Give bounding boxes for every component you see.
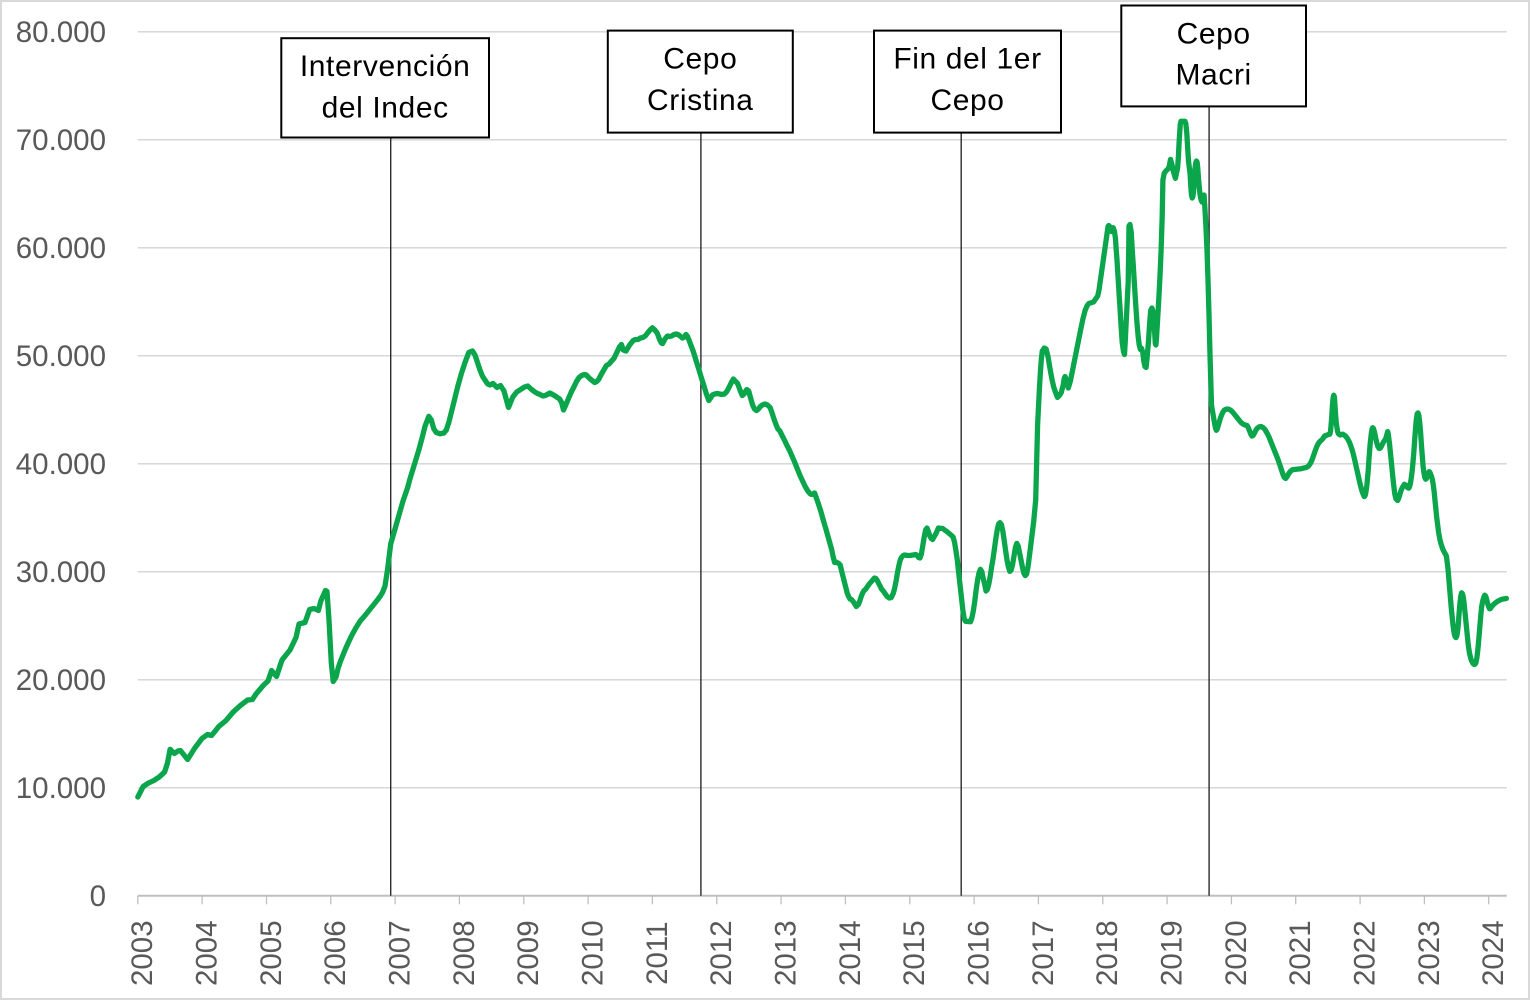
svg-text:2015: 2015 [898, 920, 931, 986]
svg-text:2008: 2008 [448, 920, 481, 986]
svg-text:Macri: Macri [1175, 59, 1251, 92]
svg-text:Cepo: Cepo [1177, 18, 1251, 51]
svg-text:2006: 2006 [319, 920, 352, 986]
svg-text:2020: 2020 [1220, 920, 1253, 986]
svg-text:2017: 2017 [1027, 920, 1060, 986]
svg-text:2009: 2009 [512, 920, 545, 986]
svg-text:Cristina: Cristina [647, 84, 754, 117]
svg-text:Cepo: Cepo [663, 43, 737, 76]
svg-text:2019: 2019 [1156, 920, 1189, 986]
svg-text:70.000: 70.000 [16, 124, 106, 157]
svg-text:del Indec: del Indec [322, 91, 449, 124]
svg-text:2021: 2021 [1284, 920, 1317, 986]
svg-text:2018: 2018 [1091, 920, 1124, 986]
svg-text:2016: 2016 [963, 920, 996, 986]
svg-text:50.000: 50.000 [16, 340, 106, 373]
svg-text:30.000: 30.000 [16, 556, 106, 589]
svg-text:2014: 2014 [834, 920, 867, 986]
svg-text:60.000: 60.000 [16, 232, 106, 265]
svg-text:2010: 2010 [577, 920, 610, 986]
svg-text:20.000: 20.000 [16, 664, 106, 697]
svg-text:0: 0 [90, 880, 106, 913]
svg-text:2023: 2023 [1413, 920, 1446, 986]
svg-text:2024: 2024 [1477, 920, 1510, 986]
svg-text:2004: 2004 [191, 920, 224, 986]
svg-text:10.000: 10.000 [16, 772, 106, 805]
svg-text:2007: 2007 [384, 920, 417, 986]
svg-text:Cepo: Cepo [930, 84, 1004, 117]
svg-text:80.000: 80.000 [16, 16, 106, 49]
svg-text:Fin del 1er: Fin del 1er [893, 43, 1041, 76]
svg-text:2005: 2005 [255, 920, 288, 986]
svg-text:Intervención: Intervención [300, 50, 471, 83]
svg-text:40.000: 40.000 [16, 448, 106, 481]
svg-text:2003: 2003 [126, 920, 159, 986]
svg-text:2012: 2012 [705, 920, 738, 986]
svg-text:2011: 2011 [641, 921, 674, 984]
svg-text:2013: 2013 [770, 920, 803, 986]
svg-text:2022: 2022 [1349, 920, 1382, 986]
